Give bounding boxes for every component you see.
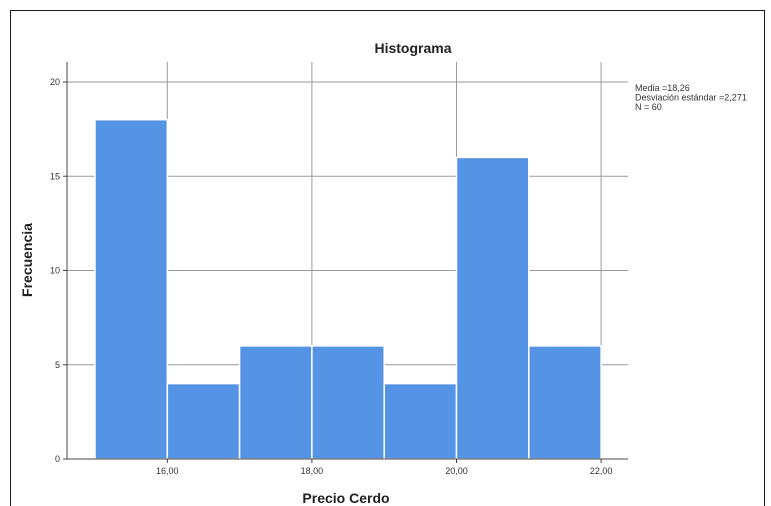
stats-line: N = 60 (635, 102, 662, 112)
histogram-bar (311, 345, 385, 460)
x-tick-label: 18,00 (301, 466, 324, 476)
bars (94, 118, 602, 460)
chart-title: Histograma (374, 40, 451, 56)
histogram-bar (166, 382, 241, 460)
y-tick-label: 0 (55, 454, 60, 464)
x-tick-label: 20,00 (445, 466, 468, 476)
histogram-bar (455, 156, 530, 460)
histogram-bar (528, 345, 602, 460)
histogram-bar (94, 118, 169, 460)
y-tick-label: 15 (50, 171, 60, 181)
x-axis-title: Precio Cerdo (302, 490, 389, 506)
y-axis-title: Frecuencia (19, 223, 35, 297)
chart-frame (10, 10, 765, 506)
y-axis-ticks: 0 5 10 15 20 (50, 77, 67, 464)
x-axis-ticks: 16,00 18,00 20,00 22,00 (156, 459, 612, 476)
histogram-bar (238, 345, 313, 460)
y-tick-label: 20 (50, 77, 60, 87)
x-tick-label: 22,00 (590, 466, 613, 476)
y-tick-label: 5 (55, 360, 60, 370)
x-tick-label: 16,00 (156, 466, 179, 476)
stats-line: Media =18,26 (635, 83, 690, 93)
stats-line: Desviación estándar =2,271 (635, 93, 747, 103)
y-tick-label: 10 (50, 266, 60, 276)
histogram-bar (383, 382, 458, 460)
